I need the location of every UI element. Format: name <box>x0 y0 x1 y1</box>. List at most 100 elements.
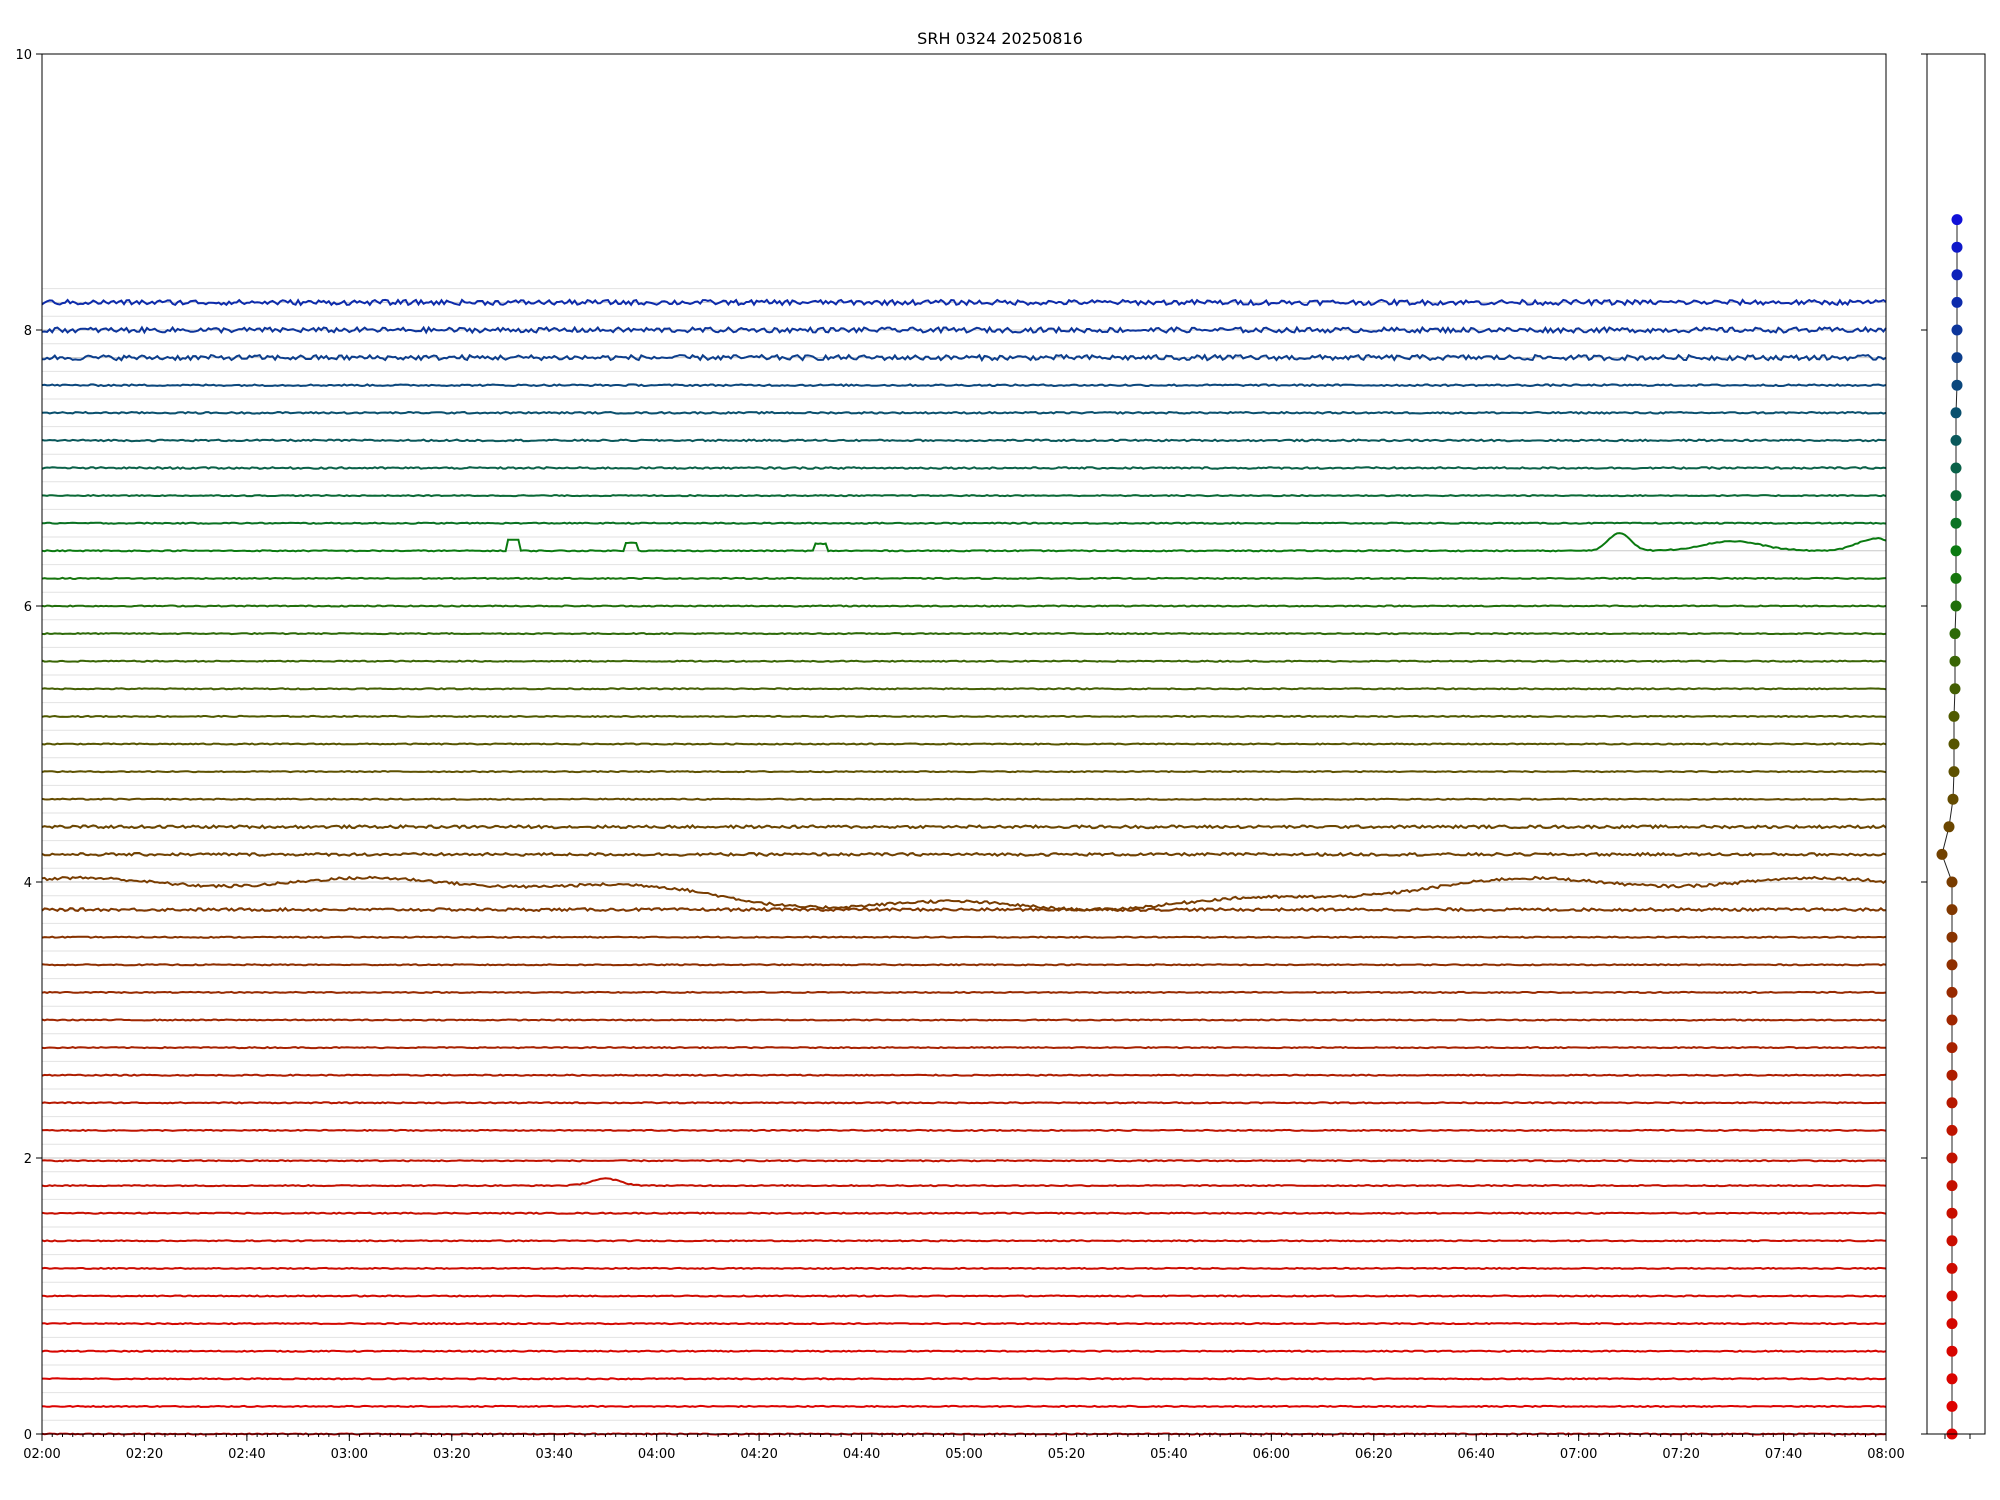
series-line <box>41 298 1887 307</box>
side-panel-marker <box>1946 1235 1958 1247</box>
series-line <box>41 1404 1887 1409</box>
side-panel-marker <box>1946 1373 1958 1385</box>
series-line <box>41 935 1887 939</box>
side-panel-marker <box>1951 296 1963 308</box>
series-line <box>41 383 1887 388</box>
side-panel-marker <box>1946 1152 1958 1164</box>
chart-title: SRH 0324 20250816 <box>917 29 1083 48</box>
series-line <box>42 1377 1887 1381</box>
series-line <box>41 1177 1887 1188</box>
side-panel-marker <box>1943 821 1955 833</box>
side-panel-marker <box>1946 931 1958 943</box>
side-panel-marker <box>1946 1069 1958 1081</box>
series-line <box>41 325 1887 335</box>
side-panel-marker <box>1947 793 1959 805</box>
side-panel-marker <box>1946 986 1958 998</box>
reference-lines <box>42 288 1886 1435</box>
side-panel-marker <box>1950 434 1962 446</box>
side-panel-marker <box>1951 241 1963 253</box>
series-line <box>41 714 1887 719</box>
x-tick-label: 03:20 <box>433 1447 470 1462</box>
x-tick-label: 02:20 <box>126 1447 163 1462</box>
side-panel-marker <box>1949 655 1961 667</box>
series-line <box>41 1045 1887 1050</box>
side-panel-marker <box>1946 1014 1958 1026</box>
side-panel-ticks <box>1921 53 1971 1439</box>
x-tick-label: 05:00 <box>945 1447 982 1462</box>
x-tick-label: 04:00 <box>638 1447 675 1462</box>
x-tick-label: 03:00 <box>331 1447 368 1462</box>
series-line <box>41 659 1887 663</box>
side-panel-marker <box>1946 1262 1958 1274</box>
side-panel-marker <box>1950 545 1962 557</box>
x-tick-label: 04:40 <box>843 1447 880 1462</box>
side-panel-marker <box>1951 324 1963 336</box>
side-panel <box>1921 53 1986 1440</box>
series-line <box>41 631 1887 636</box>
x-axis: 02:00 02:20 02:40 03:00 03:20 03:40 04:00 04:20… <box>23 1434 1905 1462</box>
side-panel-marker <box>1946 1180 1958 1192</box>
side-panel-marker <box>1946 1318 1958 1330</box>
series-line <box>41 687 1887 691</box>
main-plot: 0 2 4 6 8 10 02:00 02:20 02:40 03:00 03:20 03:40 04… <box>15 48 1904 1462</box>
side-panel-marker <box>1946 904 1958 916</box>
side-panel-marker <box>1946 1290 1958 1302</box>
side-panel-marker <box>1946 876 1958 888</box>
series-line <box>41 742 1887 746</box>
side-panel-marker <box>1948 738 1960 750</box>
x-tick-label: 06:00 <box>1253 1447 1290 1462</box>
series-line <box>41 1349 1887 1353</box>
series-line <box>41 1322 1887 1326</box>
x-tick-label: 07:20 <box>1662 1447 1699 1462</box>
series-line <box>41 769 1887 774</box>
series-line <box>41 824 1887 830</box>
side-panel-marker <box>1950 462 1962 474</box>
series-line <box>41 990 1887 995</box>
side-panel-marker <box>1948 710 1960 722</box>
side-panel-marker <box>1946 1400 1958 1412</box>
side-panel-marker <box>1949 683 1961 695</box>
x-tick-label: 02:00 <box>23 1447 60 1462</box>
series-line <box>41 1159 1887 1163</box>
side-panel-marker <box>1946 1207 1958 1219</box>
series-line <box>41 1239 1887 1243</box>
series-line <box>41 1101 1887 1105</box>
side-panel-markers <box>1936 214 1963 1440</box>
series-line <box>41 576 1887 581</box>
side-panel-marker <box>1946 1042 1958 1054</box>
side-panel-marker <box>1951 352 1963 364</box>
side-panel-marker <box>1946 1345 1958 1357</box>
y-tick-label: 4 <box>24 876 32 891</box>
series-line <box>41 906 1887 913</box>
side-panel-marker <box>1950 517 1962 529</box>
side-panel-marker <box>1950 407 1962 419</box>
series-line <box>41 1294 1887 1298</box>
y-tick-label: 6 <box>24 600 32 615</box>
side-panel-marker <box>1948 766 1960 778</box>
series-line <box>41 438 1887 443</box>
series-line <box>41 797 1887 801</box>
series-line <box>41 1073 1887 1077</box>
series-line <box>41 1211 1887 1215</box>
x-tick-label: 05:20 <box>1048 1447 1085 1462</box>
series-line <box>41 963 1887 967</box>
side-panel-frame <box>1926 53 1986 1435</box>
x-tick-label: 05:40 <box>1150 1447 1187 1462</box>
x-tick-label: 07:40 <box>1765 1447 1802 1462</box>
side-panel-marker <box>1950 600 1962 612</box>
side-panel-marker <box>1950 572 1962 584</box>
x-tick-label: 06:40 <box>1457 1447 1494 1462</box>
series-line <box>41 410 1887 415</box>
x-tick-label: 06:20 <box>1355 1447 1392 1462</box>
series-line <box>42 521 1887 525</box>
side-panel-marker <box>1936 848 1948 860</box>
x-tick-label: 02:40 <box>228 1447 265 1462</box>
side-panel-marker <box>1951 269 1963 281</box>
series-line <box>41 532 1887 553</box>
series-line <box>41 875 1887 912</box>
x-tick-label: 08:00 <box>1867 1447 1904 1462</box>
side-panel-marker <box>1949 628 1961 640</box>
y-tick-label: 8 <box>24 324 32 339</box>
x-tick-label: 07:00 <box>1560 1447 1597 1462</box>
